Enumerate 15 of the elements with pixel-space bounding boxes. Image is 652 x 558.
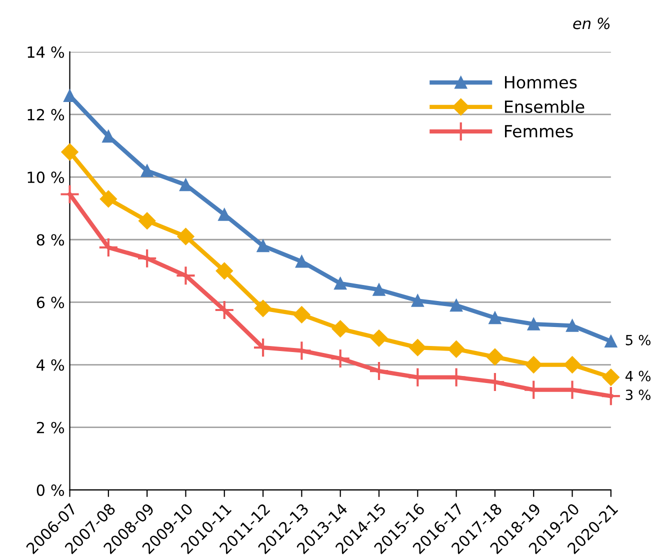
y-tick-label: 10 % — [28, 172, 64, 184]
legend-label: Hommes — [505, 76, 577, 89]
data-label: 4 % — [625, 370, 650, 382]
y-tick-label: 8 % — [36, 234, 64, 246]
y-tick-label: 0 % — [36, 484, 64, 496]
y-tick-label: 14 % — [28, 46, 64, 58]
y-tick-label: 4 % — [36, 359, 64, 371]
y-tick-label: 12 % — [28, 108, 64, 120]
legend-label: Ensemble — [505, 100, 584, 114]
data-label: 3 % — [626, 390, 650, 400]
y-tick-label: 2 % — [36, 422, 64, 434]
data-label: 5 % — [626, 334, 650, 346]
legend-label: Femmes — [505, 125, 573, 138]
y-tick-label: 6 % — [36, 296, 64, 308]
text: en % — [573, 18, 610, 30]
